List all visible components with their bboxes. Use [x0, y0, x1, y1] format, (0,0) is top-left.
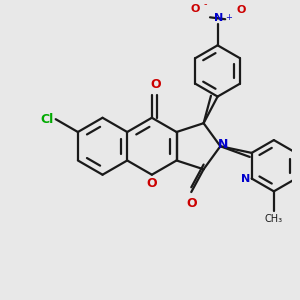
Text: O: O	[190, 4, 200, 14]
Text: +: +	[225, 13, 232, 22]
Text: CH₃: CH₃	[265, 214, 283, 224]
Text: O: O	[150, 78, 161, 91]
Text: O: O	[146, 177, 157, 190]
Text: -: -	[203, 0, 207, 9]
Text: Cl: Cl	[40, 113, 54, 126]
Text: O: O	[237, 5, 246, 15]
Text: N: N	[241, 175, 250, 184]
Text: N: N	[214, 13, 223, 23]
Text: N: N	[218, 138, 228, 151]
Text: O: O	[186, 197, 196, 210]
